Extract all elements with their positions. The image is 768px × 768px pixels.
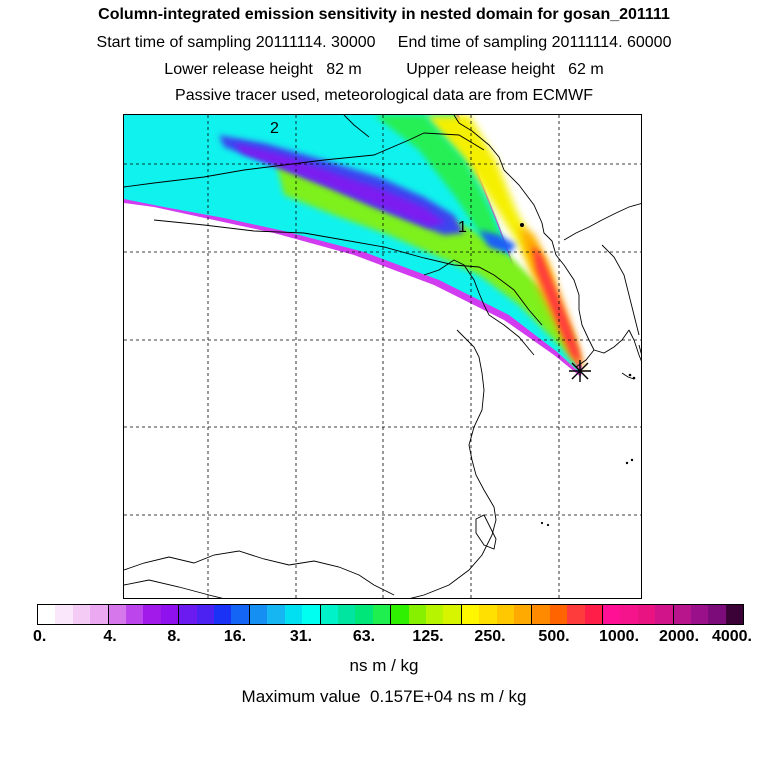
colorbar-segment — [708, 605, 726, 624]
colorbar-segment — [549, 605, 568, 624]
small-islands — [520, 223, 636, 527]
plume-green-north — [374, 115, 504, 245]
plume-yellow-north — [424, 115, 554, 285]
map-panel: 2 1 — [123, 114, 642, 599]
colorbar-segment — [602, 605, 621, 624]
colorbar-tick-label: 0. — [32, 628, 47, 645]
colorbar-tick-label: 250. — [474, 628, 506, 645]
colorbar-segment — [126, 605, 144, 624]
colorbar-segment — [460, 605, 480, 624]
colorbar-segment — [390, 605, 409, 624]
colorbar-segment — [479, 605, 497, 624]
map-canvas: 2 1 — [124, 115, 641, 598]
maximum-value-label: Maximum value — [241, 687, 361, 706]
colorbar-units: ns m / kg — [349, 656, 419, 675]
end-value: 20111114. 60000 — [551, 34, 672, 51]
colorbar-tick-label: 2000. — [658, 628, 700, 645]
sampling-times: Start time of sampling 20111114. 30000 E… — [0, 34, 768, 52]
colorbar-segment — [107, 605, 127, 624]
colorbar-segment — [691, 605, 709, 624]
colorbar-segment — [655, 605, 673, 624]
colorbar-tick-label: 63. — [352, 628, 376, 645]
maximum-value: Maximum value 0.157E+04 ns m / kg — [0, 687, 768, 707]
colorbar-segment — [496, 605, 514, 624]
graticule — [124, 115, 641, 598]
colorbar-segment — [90, 605, 108, 624]
plume-green — [274, 155, 581, 367]
colorbar-segment — [302, 605, 320, 624]
plume-red — [532, 245, 582, 365]
trajectory-label-1: 1 — [458, 219, 467, 236]
colorbar-segment — [408, 605, 426, 624]
colorbar-segment — [143, 605, 161, 624]
colorbar-segment — [567, 605, 585, 624]
colorbar-segment — [443, 605, 461, 624]
start-label: Start time of sampling — [96, 34, 252, 51]
colorbar-segment — [248, 605, 268, 624]
colorbar-segment — [372, 605, 391, 624]
coastlines — [124, 115, 641, 598]
release-heights: Lower release height 82 m Upper release … — [0, 61, 768, 79]
lower-label: Lower release height — [164, 61, 313, 78]
colorbar-segment — [637, 605, 656, 624]
start-value: 20111114. 30000 — [255, 34, 376, 51]
colorbar-segment — [672, 605, 692, 624]
plume-blue-small — [479, 230, 516, 253]
colorbar-segment — [513, 605, 532, 624]
upper-value: 62 m — [568, 61, 604, 78]
colorbar-tick-label: 1000. — [598, 628, 640, 645]
colorbar-segment — [337, 605, 356, 624]
colorbar-segment — [196, 605, 215, 624]
trajectory-label-2: 2 — [270, 120, 279, 137]
plot-title: Column-integrated emission sensitivity i… — [98, 6, 670, 23]
asterisk-receptor-icon — [569, 360, 591, 382]
colorbar-tick-label: 4000. — [711, 628, 753, 645]
colorbar-segment — [214, 605, 232, 624]
colorbar-segment — [231, 605, 249, 624]
colorbar-segment — [267, 605, 285, 624]
colorbar-tick-label: 500. — [538, 628, 570, 645]
end-label: End time of sampling — [397, 34, 548, 51]
colorbar-segment — [160, 605, 179, 624]
colorbar-tick-label: 16. — [223, 628, 247, 645]
colorbar-segment — [72, 605, 91, 624]
colorbar-segment — [620, 605, 638, 624]
colorbar-segment — [55, 605, 73, 624]
colorbar-segment — [319, 605, 338, 624]
colorbar-segment — [725, 605, 744, 624]
colorbar-segment — [284, 605, 303, 624]
colorbar-segment — [355, 605, 373, 624]
colorbar-segment — [584, 605, 602, 624]
colorbar-tick-label: 8. — [167, 628, 181, 645]
colorbar-tick-label: 125. — [412, 628, 444, 645]
colorbar-segment — [531, 605, 550, 624]
maximum-value-number: 0.157E+04 ns m / kg — [370, 687, 527, 706]
tracer-note: Passive tracer used, meteorological data… — [175, 87, 593, 104]
upper-label: Upper release height — [406, 61, 555, 78]
colorbar — [37, 604, 744, 625]
colorbar-tick-label: 31. — [289, 628, 313, 645]
colorbar-segment — [425, 605, 444, 624]
colorbar-segment — [38, 605, 56, 624]
colorbar-tick-label: 4. — [103, 628, 117, 645]
lower-value: 82 m — [326, 61, 362, 78]
colorbar-segment — [178, 605, 197, 624]
